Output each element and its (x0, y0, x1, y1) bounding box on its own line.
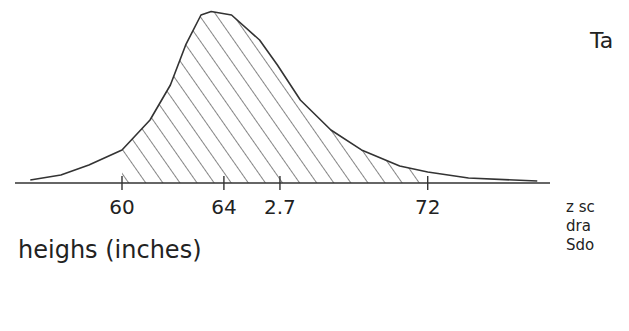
x-tick-label: 64 (211, 195, 236, 219)
side-note: Sdo (566, 236, 594, 254)
side-note: z sc (566, 198, 595, 216)
x-tick (427, 176, 428, 190)
x-tick-label: 60 (109, 195, 134, 219)
shaded-area (122, 12, 428, 184)
plot-area (30, 12, 537, 184)
curve (30, 12, 537, 182)
annotation-label: 2.7 (264, 195, 296, 219)
x-tick (121, 176, 122, 190)
shade-group (122, 12, 428, 184)
side-note: dra (566, 217, 591, 235)
side-note: Ta (589, 28, 613, 53)
annotation-tick (279, 176, 280, 190)
x-tick (223, 176, 224, 190)
x-axis (15, 182, 550, 183)
chart: 60 64 72 2.7 heighs (inches) Ta z scdraSdo (0, 0, 629, 331)
x-tick-label: 72 (415, 195, 440, 219)
x-axis-title: heighs (inches) (18, 236, 202, 264)
